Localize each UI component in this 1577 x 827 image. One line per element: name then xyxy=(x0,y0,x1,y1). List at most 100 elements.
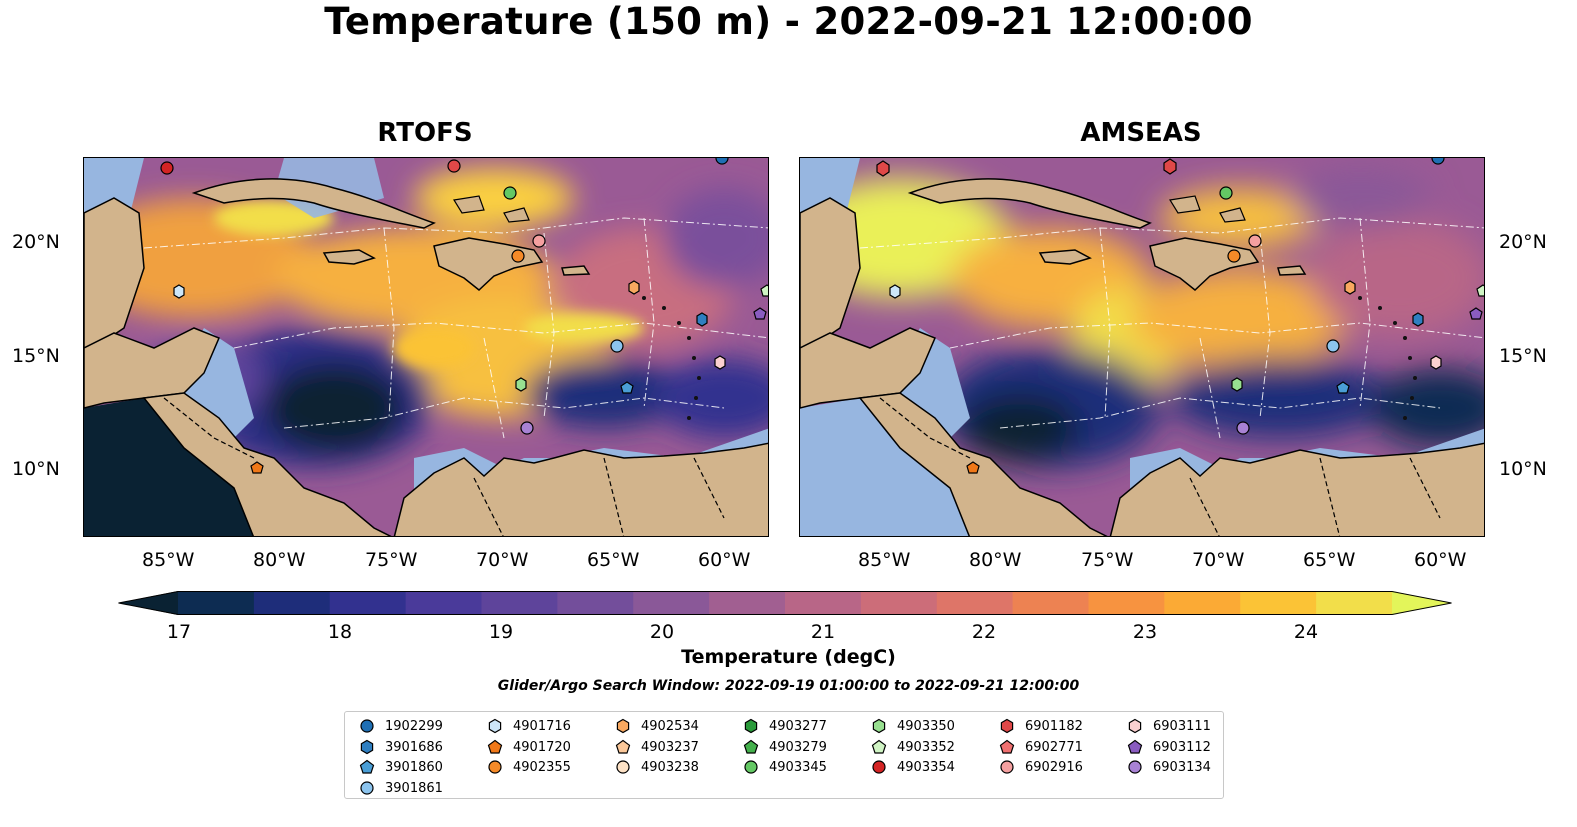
legend-label: 3901860 xyxy=(385,759,443,775)
legend-item-4903279: 4903279 xyxy=(743,738,827,756)
circle-marker-icon xyxy=(360,781,374,795)
hexagon-marker-icon xyxy=(744,718,758,734)
rtofs-map xyxy=(83,157,769,537)
legend-label: 4903238 xyxy=(641,759,699,775)
amseas-map-canvas xyxy=(800,158,1484,536)
circle-marker-icon xyxy=(872,760,886,774)
legend-label: 6902771 xyxy=(1025,739,1083,755)
colorbar-extend-min xyxy=(118,591,178,615)
pentagon-marker-icon xyxy=(487,739,503,754)
legend-item-6901182: 6901182 xyxy=(999,717,1083,735)
legend-item-4901716: 4901716 xyxy=(487,717,571,735)
colorbar-segment xyxy=(1164,591,1241,615)
colorbar-segment xyxy=(557,591,634,615)
circle-marker-icon xyxy=(1128,760,1142,774)
colorbar-segment xyxy=(329,591,407,615)
legend-item-6902771: 6902771 xyxy=(999,738,1083,756)
colorbar-segment xyxy=(1012,591,1090,615)
legend-label: 6903111 xyxy=(1153,718,1211,734)
legend-item-4901720: 4901720 xyxy=(487,738,571,756)
legend-label: 4903279 xyxy=(769,739,827,755)
page-title: Temperature (150 m) - 2022-09-21 12:00:0… xyxy=(324,0,1253,43)
legend-item-4903237: 4903237 xyxy=(615,738,699,756)
hexagon-marker-icon xyxy=(488,718,502,734)
circle-marker-icon xyxy=(616,760,630,774)
legend-label: 4903345 xyxy=(769,759,827,775)
colorbar-outline xyxy=(118,591,1452,615)
colorbar-tick: 22 xyxy=(971,621,997,643)
legend-item-6903112: 6903112 xyxy=(1127,738,1211,756)
lon-tick-right: 70°W xyxy=(1192,549,1245,571)
colorbar-label: Temperature (degC) xyxy=(681,646,896,668)
colorbar-tick: 19 xyxy=(488,621,514,643)
lat-tick-right: 10°N xyxy=(1499,458,1547,480)
amseas-map xyxy=(799,157,1485,537)
legend-item-4903345: 4903345 xyxy=(743,758,827,776)
lon-tick-right: 65°W xyxy=(1303,549,1356,571)
lon-tick-right: 80°W xyxy=(969,549,1022,571)
legend-label: 6901182 xyxy=(1025,718,1083,734)
hexagon-marker-icon xyxy=(872,718,886,734)
legend-item-4903238: 4903238 xyxy=(615,758,699,776)
legend-label: 6903112 xyxy=(1153,739,1211,755)
legend-item-4902534: 4902534 xyxy=(615,717,699,735)
legend-label: 1902299 xyxy=(385,718,443,734)
circle-marker-icon xyxy=(744,760,758,774)
lon-tick-right: 60°W xyxy=(1414,549,1467,571)
legend-label: 4903352 xyxy=(897,739,955,755)
lon-tick-left: 60°W xyxy=(698,549,751,571)
legend-item-4902355: 4902355 xyxy=(487,758,571,776)
lon-tick-right: 85°W xyxy=(858,549,911,571)
float-legend: 1902299 3901686 3901860 3901861 4901716 49017… xyxy=(344,711,1224,799)
circle-marker-icon xyxy=(488,760,502,774)
rtofs-map-canvas xyxy=(84,158,768,536)
lon-tick-left: 65°W xyxy=(587,549,640,571)
legend-label: 4901720 xyxy=(513,739,571,755)
panel-title-rtofs: RTOFS xyxy=(377,118,473,148)
lat-tick-left: 10°N xyxy=(12,458,60,480)
legend-label: 4903237 xyxy=(641,739,699,755)
colorbar-segment xyxy=(405,591,483,615)
legend-item-4903350: 4903350 xyxy=(871,717,955,735)
colorbar-extend-max xyxy=(1392,591,1452,615)
colorbar-segment xyxy=(253,591,331,615)
hexagon-marker-icon xyxy=(616,718,630,734)
pentagon-marker-icon xyxy=(871,739,887,754)
legend-label: 3901861 xyxy=(385,780,443,796)
legend-item-3901861: 3901861 xyxy=(359,779,443,797)
colorbar-segment xyxy=(936,591,1014,615)
colorbar-tick: 18 xyxy=(327,621,353,643)
legend-item-1902299: 1902299 xyxy=(359,717,443,735)
hexagon-marker-icon xyxy=(1000,718,1014,734)
lon-tick-right: 75°W xyxy=(1081,549,1134,571)
colorbar-segment xyxy=(178,591,255,615)
legend-label: 4902534 xyxy=(641,718,699,734)
colorbar-segment xyxy=(1240,591,1317,615)
colorbar-segment xyxy=(481,591,558,615)
colorbar-segment xyxy=(1316,591,1393,615)
hexagon-marker-icon xyxy=(1128,718,1142,734)
lat-tick-left: 15°N xyxy=(12,345,60,367)
colorbar-segment xyxy=(633,591,710,615)
pentagon-marker-icon xyxy=(743,739,759,754)
panel-title-amseas: AMSEAS xyxy=(1080,118,1202,148)
colorbar-segment xyxy=(860,591,938,615)
pentagon-marker-icon xyxy=(1127,739,1143,754)
legend-label: 4903350 xyxy=(897,718,955,734)
lat-tick-left: 20°N xyxy=(12,231,60,253)
colorbar-gradient xyxy=(118,591,1452,615)
colorbar-tick: 23 xyxy=(1132,621,1158,643)
lon-tick-left: 80°W xyxy=(253,549,306,571)
pentagon-marker-icon xyxy=(615,739,631,754)
lat-tick-right: 20°N xyxy=(1499,231,1547,253)
circle-marker-icon xyxy=(360,719,374,733)
legend-item-6903111: 6903111 xyxy=(1127,717,1211,735)
legend-item-4903352: 4903352 xyxy=(871,738,955,756)
hexagon-marker-icon xyxy=(360,739,374,755)
legend-label: 3901686 xyxy=(385,739,443,755)
legend-item-4903354: 4903354 xyxy=(871,758,955,776)
legend-label: 4903354 xyxy=(897,759,955,775)
colorbar-segment xyxy=(709,591,786,615)
legend-label: 4903277 xyxy=(769,718,827,734)
legend-item-6902916: 6902916 xyxy=(999,758,1083,776)
